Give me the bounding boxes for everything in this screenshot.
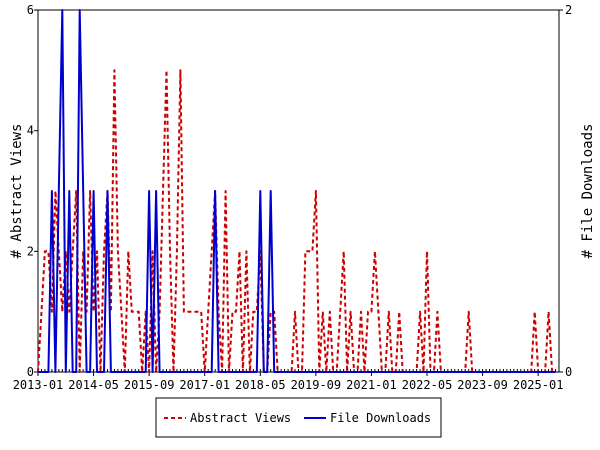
- x-axis: 2013-01 2014-05 2015-09 2017-01 2018-05 2019-…: [13, 369, 564, 392]
- x-tick-label: 2025-01: [513, 378, 564, 392]
- legend: Abstract Views File Downloads: [155, 397, 442, 438]
- x-tick-label: 2023-09: [457, 378, 508, 392]
- y-left-tick-label: 0: [27, 365, 34, 379]
- series-layer: [37, 9, 556, 373]
- legend-label-abstract-views: Abstract Views: [190, 411, 291, 425]
- x-tick-label: 2019-09: [291, 378, 342, 392]
- x-tick-label: 2015-09: [124, 378, 175, 392]
- x-tick-label: 2022-05: [402, 378, 453, 392]
- abstract-views-line: [37, 69, 556, 373]
- y-axis-left-label: # Abstract Views: [9, 124, 25, 259]
- y-axis-right-label: # File Downloads: [580, 124, 596, 259]
- file-downloads-line: [38, 9, 556, 373]
- x-tick-label: 2017-01: [179, 378, 230, 392]
- y-left-tick-label: 2: [27, 244, 34, 258]
- y-left-tick-label: 6: [27, 3, 34, 17]
- legend-label-file-downloads: File Downloads: [330, 411, 431, 425]
- x-tick-label: 2014-05: [68, 378, 119, 392]
- x-tick-label: 2018-05: [235, 378, 286, 392]
- x-tick-label: 2021-01: [346, 378, 397, 392]
- y-right-tick-label: 0: [565, 365, 572, 379]
- y-right-tick-label: 2: [565, 3, 572, 17]
- x-tick-label: 2013-01: [13, 378, 64, 392]
- legend-box: [155, 397, 442, 438]
- y-axis-left: 0 2 4 6: [27, 3, 38, 379]
- y-axis-right: 02: [559, 3, 572, 379]
- plot-area: [37, 9, 560, 373]
- y-left-tick-label: 4: [27, 124, 34, 138]
